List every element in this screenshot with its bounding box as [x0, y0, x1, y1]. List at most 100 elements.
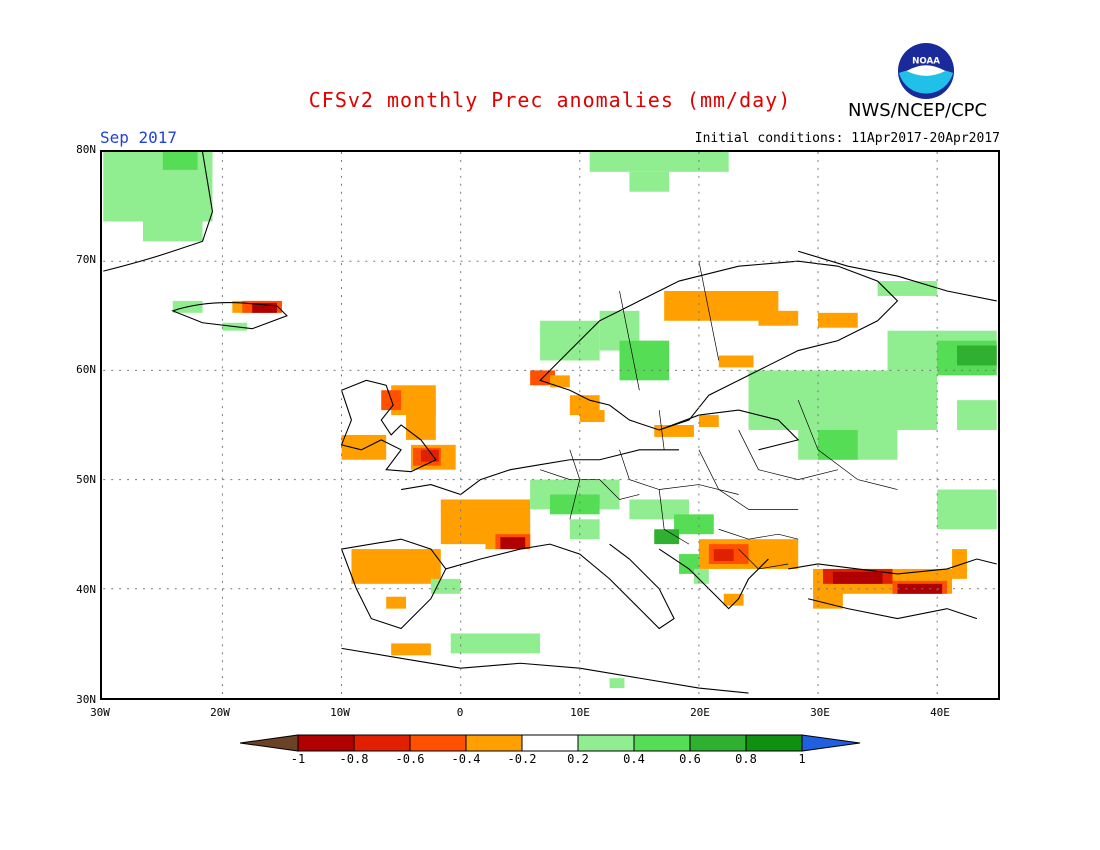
anomaly-patch [937, 489, 997, 530]
coastline [103, 152, 214, 272]
colorbar-label: -1 [290, 752, 306, 766]
lon-label: 40E [930, 706, 950, 719]
anomaly-patch [723, 593, 744, 606]
coastline [659, 409, 800, 451]
lon-label: 30W [90, 706, 110, 719]
anomaly-patch [430, 578, 461, 594]
map-frame [100, 150, 1000, 700]
colorbar-segment [633, 734, 691, 752]
anomaly-patch [420, 449, 439, 462]
anomaly-patch [813, 588, 843, 609]
anomaly-patch [406, 400, 436, 440]
lat-label: 80N [76, 143, 96, 156]
anomaly-patch [957, 345, 997, 366]
anomaly-patch [252, 302, 277, 313]
colorbar-segment [577, 734, 635, 752]
coastline [539, 260, 899, 431]
lon-label: 20E [690, 706, 710, 719]
lon-label: 0 [456, 706, 464, 719]
country-border [619, 290, 640, 391]
coastline [401, 449, 680, 496]
organization-label: NWS/NCEP/CPC [848, 100, 988, 121]
country-border [738, 429, 838, 480]
anomaly-patch [818, 429, 858, 460]
colorbar-label: -0.4 [451, 752, 481, 766]
anomaly-patch [818, 312, 858, 328]
anomaly-patch [500, 537, 526, 550]
country-border [658, 489, 690, 545]
anomaly-patch [758, 310, 799, 326]
anomaly-patch [550, 375, 570, 388]
lat-label: 30N [76, 693, 96, 706]
noaa-logo: NOAA [897, 42, 955, 100]
anomaly-patch [952, 549, 967, 579]
anomaly-patch [897, 583, 943, 594]
country-border [658, 410, 665, 450]
anomaly-patch [569, 519, 600, 540]
anomaly-patch [693, 568, 709, 584]
coastline [807, 598, 978, 620]
country-border [619, 449, 739, 495]
anomaly-patch [540, 320, 600, 361]
colorbar-label: 1 [798, 752, 806, 766]
anomaly-patch [609, 678, 625, 689]
anomaly-patch [748, 370, 938, 430]
anomaly-patch [957, 400, 997, 430]
anomaly-patch [450, 633, 541, 654]
anomaly-patch [674, 514, 714, 535]
forecast-month: Sep 2017 [100, 128, 178, 147]
coastline [445, 543, 675, 630]
anomaly-patch [877, 281, 938, 296]
colorbar-label: 0.4 [623, 752, 645, 766]
lat-label: 40N [76, 583, 96, 596]
coastline [340, 538, 447, 630]
colorbar-segment [745, 734, 803, 752]
coastline [798, 250, 997, 302]
anomaly-patch [386, 596, 407, 609]
country-border [718, 528, 799, 540]
colorbar-segment [465, 734, 523, 752]
coastline [341, 647, 749, 694]
colorbar-segment [521, 734, 579, 752]
anomaly-patch [713, 549, 734, 562]
colorbar-label: -0.2 [507, 752, 537, 766]
lat-label: 60N [76, 363, 96, 376]
colorbar-segment [353, 734, 411, 752]
country-border [797, 400, 898, 490]
colorbar-low-arrow [240, 734, 299, 752]
colorbar-label: 0.6 [679, 752, 701, 766]
chart-title: CFSv2 monthly Prec anomalies (mm/day) [308, 88, 792, 112]
anomaly-patch [162, 152, 198, 170]
country-border [698, 261, 720, 361]
anomaly-patch [391, 643, 431, 656]
colorbar-segment [689, 734, 747, 752]
colorbar-label: 0.8 [735, 752, 757, 766]
anomaly-patch [589, 152, 729, 172]
colorbar-label: -0.6 [395, 752, 425, 766]
anomaly-patch [341, 434, 387, 460]
anomaly-patch [718, 355, 754, 368]
coastline [658, 548, 769, 610]
lon-label: 30E [810, 706, 830, 719]
colorbar-label: 0.2 [567, 752, 589, 766]
anomaly-patch [679, 554, 699, 574]
anomaly-patch [619, 340, 670, 381]
anomaly-patch [629, 171, 670, 192]
anomaly-patch [579, 410, 605, 423]
colorbar [240, 734, 861, 752]
lon-label: 10E [570, 706, 590, 719]
anomaly-patch [351, 549, 441, 584]
colorbar-segment [409, 734, 467, 752]
country-border [738, 548, 789, 570]
colorbar-segment [297, 734, 355, 752]
colorbar-high-arrow [801, 734, 861, 752]
country-border [698, 449, 799, 510]
svg-text:NOAA: NOAA [912, 56, 940, 66]
precip-anomaly-map [103, 152, 997, 698]
anomaly-patch [832, 571, 883, 584]
anomaly-patch [654, 529, 680, 545]
anomaly-patch [698, 415, 719, 427]
colorbar-label: -0.8 [339, 752, 369, 766]
lat-label: 70N [76, 253, 96, 266]
anomaly-patch [142, 211, 203, 242]
